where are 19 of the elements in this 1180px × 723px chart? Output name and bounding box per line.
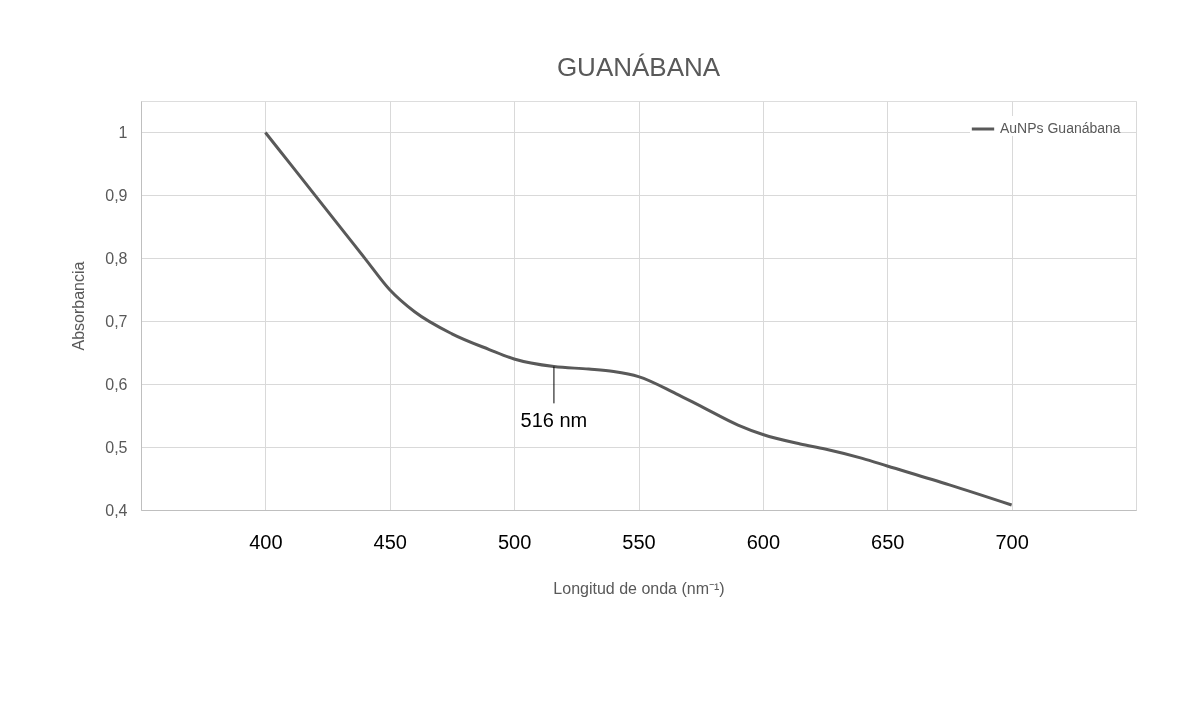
x-tick-label: 550 [622, 530, 656, 553]
x-tick-label: 450 [373, 530, 407, 553]
x-tick-label: 400 [249, 530, 283, 553]
x-axis-title: Longitud de onda (nm⁻¹) [553, 579, 725, 597]
y-tick-label: 1 [118, 123, 128, 141]
y-tick-label: 0,4 [105, 501, 128, 519]
y-tick-label: 0,9 [105, 186, 128, 204]
y-tick-label: 0,6 [105, 375, 128, 393]
chart-title: GUANÁBANA [556, 52, 721, 82]
legend-label: AuNPs Guanábana [1000, 120, 1121, 136]
annotation: 516 nm [520, 409, 588, 432]
x-tick-label: 650 [871, 530, 905, 553]
y-tick-label: 0,5 [105, 438, 128, 456]
y-tick-label: 0,8 [105, 249, 128, 267]
x-tick-label: 600 [746, 530, 781, 553]
y-tick-label: 0,7 [105, 312, 128, 330]
x-tick-label: 700 [995, 530, 1029, 553]
x-tick-label: 500 [497, 530, 532, 553]
y-axis-title: Absorbancia [70, 261, 88, 351]
